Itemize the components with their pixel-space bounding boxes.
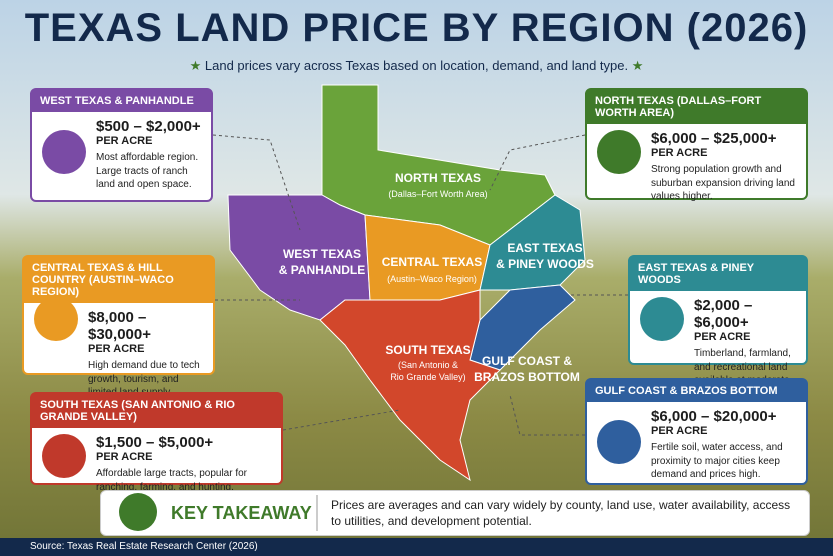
card-body: $6,000 – $20,000+ PER ACRE Fertile soil, w… [651, 402, 806, 482]
card-header: EAST TEXAS & PINEY WOODS [630, 257, 806, 291]
card-price: $2,000 – $6,000+ [694, 297, 753, 331]
region-south [319, 289, 501, 482]
card-unit: PER ACRE [88, 343, 145, 355]
map-label: NORTH TEXAS [395, 171, 481, 185]
map-label: BRAZOS BOTTOM [474, 370, 580, 384]
card-price: $1,500 – $5,000+ [96, 434, 214, 451]
card-body: $1,500 – $5,000+ PER ACRE Affordable large… [96, 428, 281, 494]
card-unit: PER ACRE [651, 147, 708, 159]
map-label: Rio Grande Valley) [390, 372, 465, 382]
card-description: Strong population growth and suburban ex… [651, 164, 795, 202]
card-icon [34, 297, 78, 341]
map-label: (Austin–Waco Region) [387, 274, 477, 284]
card-unit: PER ACRE [651, 425, 708, 437]
region-card: GULF COAST & BRAZOS BOTTOM $6,000 – $20,0… [585, 378, 808, 485]
subtitle: ★ Land prices vary across Texas based on… [189, 58, 644, 73]
card-unit: PER ACRE [96, 451, 153, 463]
card-body: $500 – $2,000+ PER ACRE Most affordable re… [96, 112, 211, 192]
map-label: & PINEY WOODS [496, 257, 594, 271]
card-body: $8,000 – $30,000+ PER ACRE High demand due… [88, 303, 213, 400]
region-card: SOUTH TEXAS (SAN ANTONIO & RIO GRANDE VA… [30, 392, 283, 493]
card-price: $500 – $2,000+ [96, 118, 201, 135]
map-label: SOUTH TEXAS [385, 343, 470, 357]
card-price: $8,000 – $30,000+ [88, 309, 151, 343]
card-price: $6,000 – $20,000+ [651, 408, 777, 425]
region-card: WEST TEXAS & PANHANDLE $500 – $2,000+ PER … [30, 88, 213, 202]
card-icon [597, 130, 641, 174]
card-icon [42, 434, 86, 478]
card-icon [640, 297, 684, 341]
card-icon [42, 130, 86, 174]
title: TEXAS LAND PRICE BY REGION (2026) [24, 6, 809, 50]
card-price: $6,000 – $25,000+ [651, 130, 777, 147]
region-card: CENTRAL TEXAS & HILL COUNTRY (AUSTIN–WAC… [22, 255, 215, 398]
map-label: CENTRAL TEXAS [382, 255, 482, 269]
source: Source: Texas Real Estate Research Cente… [0, 538, 833, 556]
map-label: GULF COAST & [482, 354, 572, 368]
card-unit: PER ACRE [96, 135, 153, 147]
map-label: (Dallas–Fort Worth Area) [388, 189, 487, 199]
card-header: GULF COAST & BRAZOS BOTTOM [587, 380, 806, 402]
card-header: SOUTH TEXAS (SAN ANTONIO & RIO GRANDE VA… [32, 394, 281, 428]
takeaway-text: Prices are averages and can vary widely … [331, 498, 791, 529]
takeaway-title: KEY TAKEAWAY [171, 503, 312, 523]
map-label: (San Antonio & [398, 360, 458, 370]
map-label: EAST TEXAS [507, 241, 582, 255]
takeaway-icon [119, 493, 157, 531]
takeaway-box: KEY TAKEAWAY Prices are averages and can… [100, 490, 810, 536]
card-description: Most affordable region. Large tracts of … [96, 152, 199, 190]
region-card: NORTH TEXAS (DALLAS–FORT WORTH AREA) $6,0… [585, 88, 808, 202]
card-description: Affordable large tracts, popular for ran… [96, 468, 248, 493]
map-label: WEST TEXAS [283, 247, 361, 261]
region-card: EAST TEXAS & PINEY WOODS $2,000 – $6,000+… [628, 255, 808, 400]
subtitle-text: Land prices vary across Texas based on l… [204, 58, 629, 73]
card-unit: PER ACRE [694, 331, 751, 343]
card-header: NORTH TEXAS (DALLAS–FORT WORTH AREA) [587, 90, 806, 124]
card-header: WEST TEXAS & PANHANDLE [32, 90, 211, 112]
card-icon [597, 420, 641, 464]
card-header: CENTRAL TEXAS & HILL COUNTRY (AUSTIN–WAC… [24, 257, 213, 303]
card-description: Fertile soil, water access, and proximit… [651, 442, 783, 480]
card-body: $6,000 – $25,000+ PER ACRE Strong populati… [651, 124, 806, 204]
map-label: & PANHANDLE [279, 263, 365, 277]
